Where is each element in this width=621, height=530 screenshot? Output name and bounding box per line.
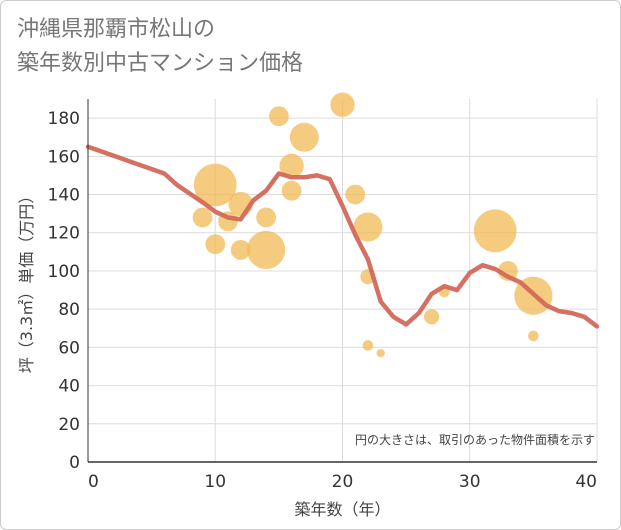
tick-labels: 0 20 40 60 80 100 120 140 160 180 0 10 20 30 40 [48,109,597,492]
y-tick-label: 180 [48,109,80,129]
x-axis-title: 築年数（年） [294,500,390,519]
x-tick-label: 10 [204,472,226,492]
bubble-point [330,92,355,117]
y-tick-label: 120 [48,224,80,244]
x-tick-label: 0 [88,472,99,492]
trend-series [85,144,600,329]
size-note: 円の大きさは、取引のあった物件面積を示す [355,432,595,447]
y-tick-label: 160 [48,147,80,167]
bubble-point [247,230,286,270]
bubble-point [192,207,213,228]
y-tick-label: 20 [58,415,80,435]
bubble-series [192,92,553,358]
y-tick-label: 140 [48,186,80,206]
bubble-point [473,209,517,253]
bubble-point [256,207,277,228]
trend-line [85,144,600,329]
bubble-point [289,122,319,152]
bubble-point [362,340,374,351]
bubble-point [205,234,226,255]
bubble-point [193,163,237,207]
x-tick-label: 40 [575,472,597,492]
y-tick-label: 60 [58,338,80,358]
y-axis-title: 坪（3.3㎡）単価（万円） [17,188,36,373]
x-tick-label: 30 [459,472,481,492]
axes [87,99,597,463]
y-tick-label: 0 [69,453,80,473]
bubble-point [353,212,383,242]
chart-title: 沖縄県那覇市松山の 築年数別中古マンション価格 [17,17,304,76]
grid-lines [88,99,598,462]
bubble-point [423,309,440,325]
bubble-point [376,348,385,358]
bubble-point [281,180,302,201]
y-tick-label: 100 [48,262,80,282]
bubble-point [230,240,251,260]
bubble-point [345,184,366,205]
bubble-point [528,330,539,342]
x-tick-label: 20 [332,472,354,492]
y-tick-label: 80 [58,300,80,320]
bubble-point [268,106,289,127]
bubble-point [279,153,304,179]
y-tick-label: 40 [58,377,80,397]
